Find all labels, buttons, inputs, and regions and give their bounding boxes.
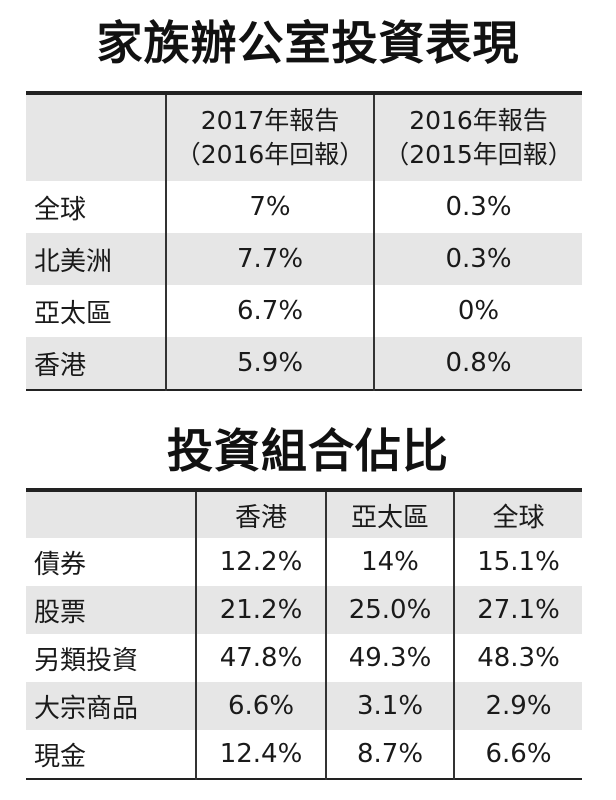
cell-value: 27.1% <box>453 586 582 634</box>
table-row: 香港 5.9% 0.8% <box>26 337 582 390</box>
cell-value: 6.6% <box>195 682 326 730</box>
table-row: 現金 12.4% 8.7% 6.6% <box>26 730 582 779</box>
column-header-line1: 2016年報告 <box>409 106 548 135</box>
table-row: 亞太區 6.7% 0% <box>26 285 582 337</box>
column-header-line2: （2015年回報） <box>384 140 573 169</box>
cell-value: 5.9% <box>165 337 374 390</box>
investment-performance-table: 2017年報告 （2016年回報） 2016年報告 （2015年回報） 全球 7… <box>26 91 582 391</box>
row-label: 亞太區 <box>34 298 113 329</box>
family-office-performance-title: 家族辦公室投資表現 <box>96 16 520 70</box>
cell-value: 3.1% <box>325 682 454 730</box>
table-row: 股票 21.2% 25.0% 27.1% <box>26 586 582 634</box>
row-label: 債券 <box>34 549 87 580</box>
cell-value: 2.9% <box>453 682 582 730</box>
cell-value: 7% <box>165 181 374 233</box>
cell-value: 0.3% <box>373 233 582 285</box>
cell-value: 49.3% <box>325 634 454 682</box>
cell-value: 25.0% <box>325 586 454 634</box>
cell-value: 6.6% <box>453 730 582 779</box>
row-label: 北美洲 <box>26 233 166 285</box>
row-label: 香港 <box>26 337 166 390</box>
table-row: 大宗商品 6.6% 3.1% 2.9% <box>26 682 582 730</box>
row-label: 現金 <box>34 741 87 772</box>
cell-value: 21.2% <box>195 586 326 634</box>
cell-value: 6.7% <box>165 285 374 337</box>
column-header-2016-report: 2016年報告 （2015年回報） <box>373 93 582 181</box>
row-label: 股票 <box>26 586 196 634</box>
column-header-asia-pacific: 亞太區 <box>325 490 454 538</box>
row-label: 另類投資 <box>34 645 139 676</box>
cell-value: 14% <box>325 538 454 586</box>
cell-value: 48.3% <box>453 634 582 682</box>
portfolio-allocation-title: 投資組合佔比 <box>167 424 449 478</box>
cell-value: 7.7% <box>165 233 374 285</box>
row-label: 大宗商品 <box>26 682 196 730</box>
cell-value: 47.8% <box>195 634 326 682</box>
cell-value: 0% <box>373 285 582 337</box>
table-header-row: 2017年報告 （2016年回報） 2016年報告 （2015年回報） <box>26 93 582 181</box>
cell-value: 0.8% <box>373 337 582 390</box>
column-header-2017-report: 2017年報告 （2016年回報） <box>165 93 374 181</box>
cell-value: 12.2% <box>195 538 326 586</box>
cell-value: 12.4% <box>195 730 326 779</box>
header-empty-cell <box>26 490 196 538</box>
table-row: 債券 12.2% 14% 15.1% <box>26 538 582 586</box>
column-header-line2: （2016年回報） <box>175 140 365 169</box>
column-header-global: 全球 <box>453 490 582 538</box>
portfolio-allocation-table: 香港 亞太區 全球 債券 12.2% 14% 15.1% 股票 21.2% 25… <box>26 488 582 780</box>
table-row: 北美洲 7.7% 0.3% <box>26 233 582 285</box>
column-header-line1: 2017年報告 <box>200 106 340 135</box>
table-row: 全球 7% 0.3% <box>26 181 582 233</box>
cell-value: 0.3% <box>373 181 582 233</box>
column-header-hong-kong: 香港 <box>195 490 326 538</box>
cell-value: 8.7% <box>325 730 454 779</box>
header-empty-cell <box>26 93 166 181</box>
cell-value: 15.1% <box>453 538 582 586</box>
table-row: 另類投資 47.8% 49.3% 48.3% <box>26 634 582 682</box>
row-label: 全球 <box>34 194 87 225</box>
table-header-row: 香港 亞太區 全球 <box>26 490 582 538</box>
